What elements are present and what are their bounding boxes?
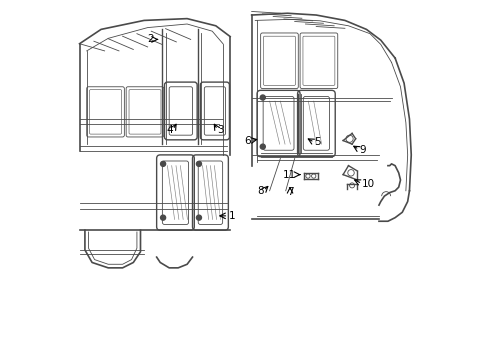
Circle shape	[160, 161, 165, 166]
Text: 10: 10	[362, 179, 374, 189]
Text: 11: 11	[283, 170, 296, 180]
Circle shape	[196, 161, 201, 166]
Text: 3: 3	[217, 125, 224, 135]
Text: 4: 4	[166, 125, 172, 135]
Text: 6: 6	[244, 136, 250, 145]
Text: 7: 7	[286, 187, 293, 197]
Circle shape	[260, 144, 265, 149]
Text: 5: 5	[314, 138, 321, 147]
Circle shape	[196, 215, 201, 220]
Circle shape	[160, 215, 165, 220]
Text: 8: 8	[256, 186, 263, 196]
Circle shape	[260, 95, 265, 100]
Text: 1: 1	[228, 211, 235, 221]
Text: 2: 2	[147, 35, 154, 44]
Text: 9: 9	[359, 144, 365, 154]
